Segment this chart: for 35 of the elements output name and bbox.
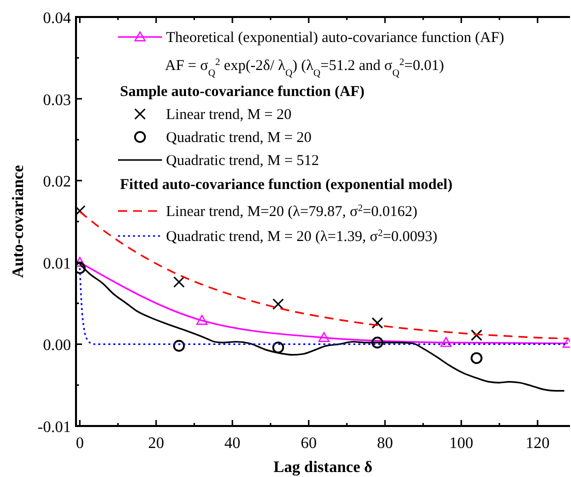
x-tick-label: 120 xyxy=(526,435,550,452)
point xyxy=(372,317,384,329)
text: AF = σ$_{Q}$$^{2}$ exp(-2δ/ λ$_{Q}$) (λ$_{Q}$=51.2 and σ$_{Q}$$^{2}$=0.01) xyxy=(165,56,444,78)
point xyxy=(440,336,452,347)
point xyxy=(196,314,208,325)
y-tick-label: 0.00 xyxy=(43,337,71,354)
x-tick-label: 40 xyxy=(224,435,240,452)
x-tick-label: 20 xyxy=(148,435,164,452)
legend-label: Quadratic trend, M = 20 xyxy=(166,130,312,146)
x-axis-title: Lag distance δ xyxy=(274,459,372,476)
point xyxy=(371,336,384,348)
x-tick-label: 0 xyxy=(76,435,84,452)
annotation: Fitted auto-covariance function (exponential model) xyxy=(120,177,452,193)
x-tick-label: 60 xyxy=(300,435,317,452)
x-tick-label: 80 xyxy=(376,435,393,452)
annotation: Sample auto-covariance function (AF) xyxy=(120,84,365,100)
point xyxy=(272,298,284,310)
y-axis-title: Auto-covariance xyxy=(10,165,27,278)
legend-label: Theoretical (exponential) auto-covariance function (AF) xyxy=(166,30,504,46)
point xyxy=(272,342,284,354)
x-tick-label: 100 xyxy=(449,435,474,452)
legend-label: Quadratic trend, M = 512 xyxy=(166,153,320,169)
legend-label: Linear trend, M=20 (λ=79.87, σ$^{2}$=0.0162) xyxy=(166,202,418,220)
y-tick-label: 0.04 xyxy=(43,10,71,27)
point xyxy=(470,352,482,364)
point xyxy=(173,340,185,352)
y-tick-label: 0.01 xyxy=(43,255,71,272)
y-tick-label: -0.01 xyxy=(38,419,71,436)
legend-label: Linear trend, M = 20 xyxy=(166,107,292,123)
point xyxy=(470,329,482,341)
y-tick-label: 0.02 xyxy=(43,174,71,191)
y-tick-label: 0.03 xyxy=(43,92,71,109)
point xyxy=(318,332,330,342)
legend-label: Quadratic trend, M = 20 (λ=1.39, σ$^{2}$=0.0093) xyxy=(166,228,438,245)
point xyxy=(173,276,185,288)
